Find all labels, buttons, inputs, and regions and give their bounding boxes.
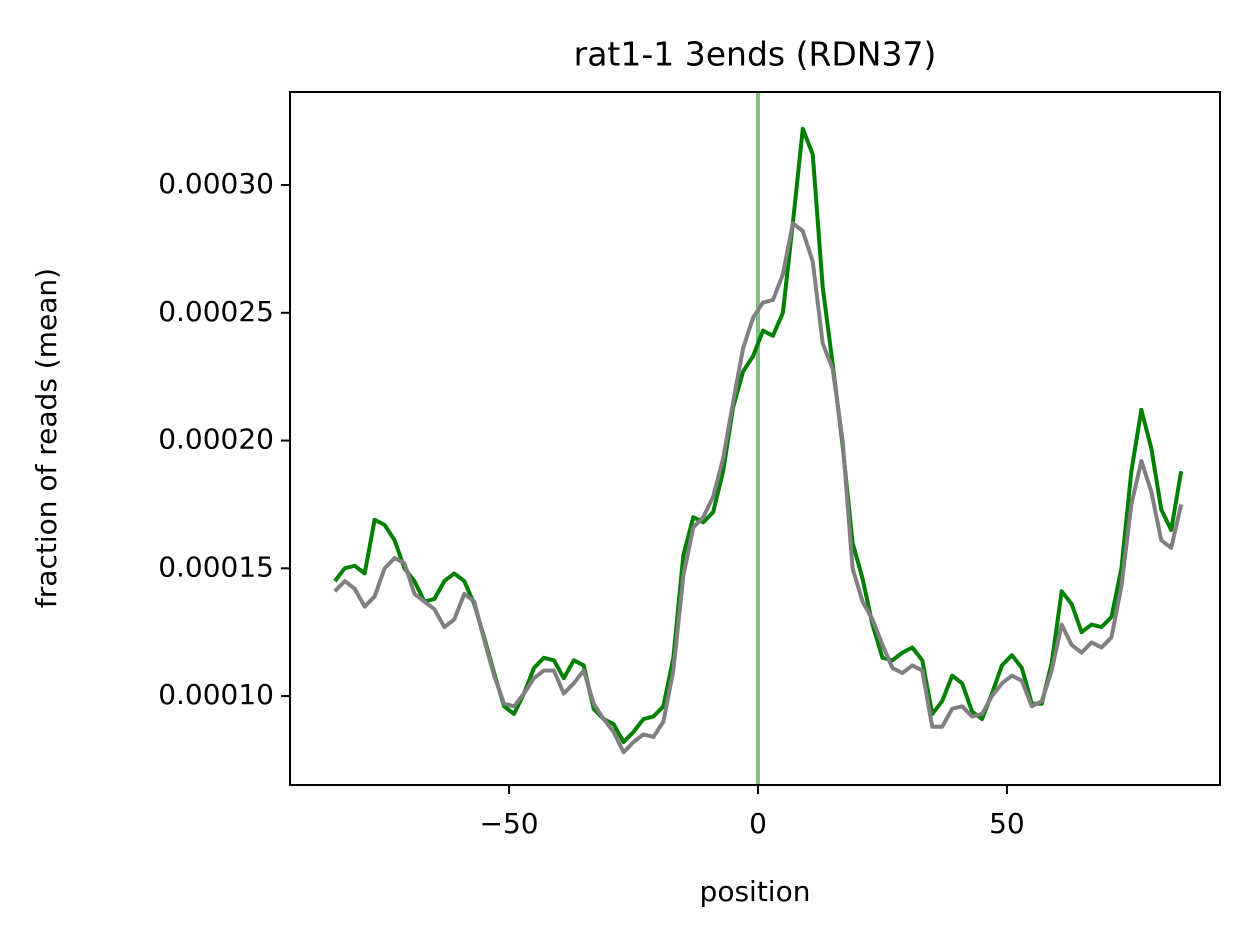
chart-title: rat1-1 3ends (RDN37)	[574, 35, 937, 74]
y-tick-label: 0.00025	[158, 295, 274, 328]
series-line	[333, 221, 1184, 755]
x-tick-label: 0	[749, 807, 767, 840]
x-tick-label: −50	[480, 807, 539, 840]
y-tick-label: 0.00015	[158, 550, 274, 583]
y-tick-label: 0.00030	[158, 167, 274, 200]
x-axis-label: position	[700, 875, 811, 908]
x-tick-label: 50	[989, 807, 1025, 840]
plot-frame	[289, 91, 1221, 786]
y-tick-label: 0.00020	[158, 423, 274, 456]
y-tick-label: 0.00010	[158, 678, 274, 711]
y-axis-label: fraction of reads (mean)	[30, 268, 63, 608]
